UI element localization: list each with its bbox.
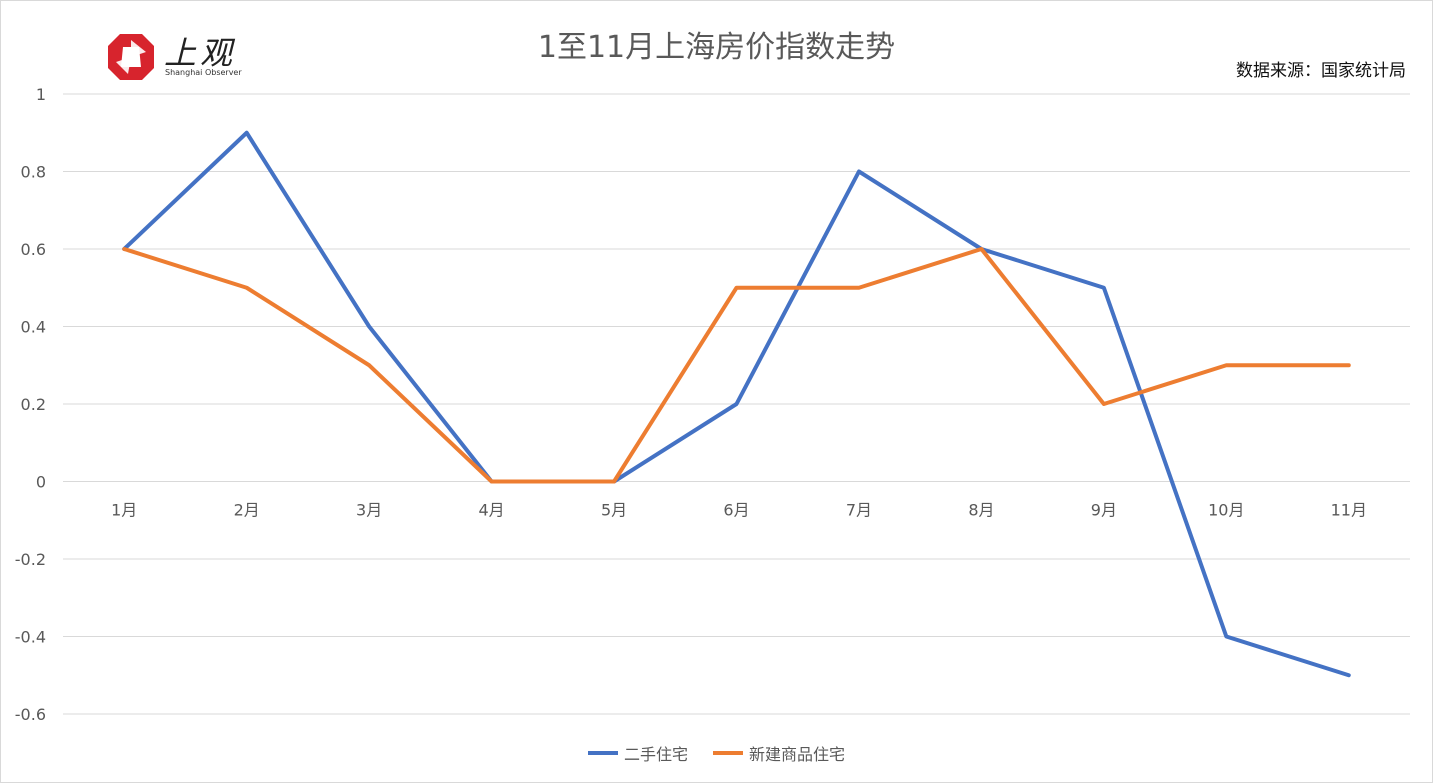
legend-swatch-second-hand	[587, 751, 618, 755]
y-tick-label: 0.8	[21, 163, 46, 182]
y-tick-label: -0.2	[15, 550, 46, 569]
y-tick-label: 1	[36, 85, 46, 104]
logo-chinese-text: 上观	[164, 34, 237, 72]
x-tick-label: 1月	[111, 501, 137, 520]
x-tick-label: 8月	[968, 501, 994, 520]
series-line-new-build	[122, 247, 1351, 484]
y-tick-label: 0.2	[21, 395, 46, 414]
chart-title: 1至11月上海房价指数走势	[537, 30, 896, 65]
legend: 二手住宅 新建商品住宅	[0, 740, 1433, 765]
y-tick-label: 0.6	[21, 240, 46, 259]
x-tick-label: 3月	[356, 501, 382, 520]
x-tick-label: 5月	[601, 501, 627, 520]
data-source: 数据来源：国家统计局	[1236, 61, 1406, 81]
x-tick-label: 9月	[1091, 501, 1117, 520]
y-tick-label: -0.4	[15, 628, 46, 647]
logo-mark-icon	[108, 34, 154, 80]
legend-label-new-build: 新建商品住宅	[749, 745, 846, 764]
x-tick-label: 11月	[1331, 501, 1367, 520]
x-tick-label: 4月	[478, 501, 504, 520]
shanghai-observer-logo: 上观 Shanghai Observer	[106, 30, 256, 82]
legend-swatch-new-build	[713, 751, 744, 755]
legend-item-new-build: 新建商品住宅	[713, 741, 845, 765]
x-tick-label: 10月	[1208, 501, 1244, 520]
x-tick-label: 7月	[846, 501, 872, 520]
y-tick-label: -0.6	[15, 705, 46, 724]
legend-item-second-hand: 二手住宅	[587, 741, 688, 765]
logo-english-text: Shanghai Observer	[165, 68, 242, 77]
x-tick-label: 6月	[723, 501, 749, 520]
series-line-second-hand	[122, 130, 1351, 678]
y-tick-label: 0.4	[21, 318, 46, 337]
x-tick-label: 2月	[234, 501, 260, 520]
legend-label-second-hand: 二手住宅	[623, 745, 688, 764]
y-tick-label: 0	[36, 473, 46, 492]
